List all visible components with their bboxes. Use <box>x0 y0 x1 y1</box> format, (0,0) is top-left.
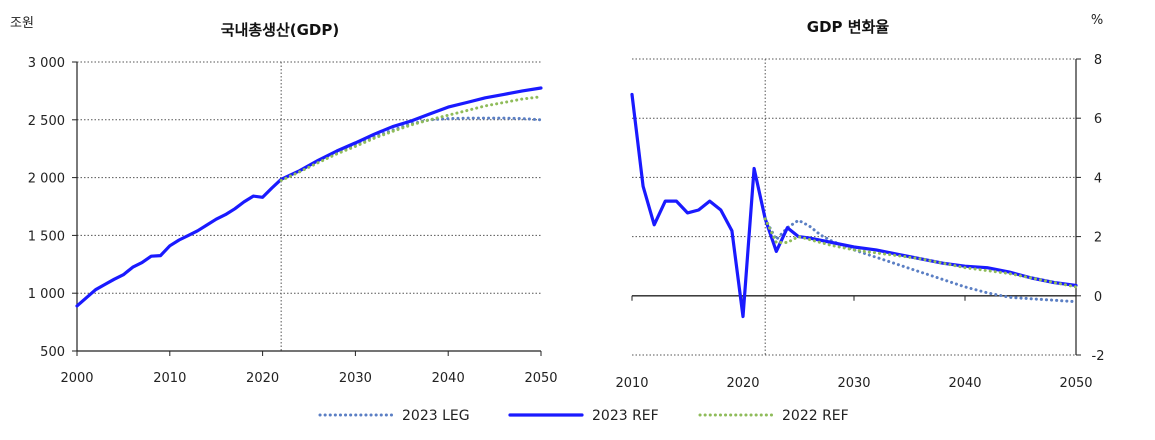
series-line-2023-leg <box>763 217 1078 304</box>
y-tick-label: 1 000 <box>28 287 65 302</box>
x-tick-label: 2030 <box>837 376 870 391</box>
series-line-2023-ref <box>75 86 543 308</box>
legend-label-2022-ref: 2022 REF <box>782 408 849 424</box>
legend-label-2023-ref: 2023 REF <box>592 408 659 424</box>
chart-title: GDP 변화율 <box>807 18 890 36</box>
series-line-2022-ref <box>279 95 543 182</box>
x-tick-label: 2030 <box>339 371 372 386</box>
x-tick-label: 2040 <box>432 371 465 386</box>
chart-gdp-growth: GDP 변화율 % -2 0 2 4 6 8 2010 2020 2030 2040 2050 <box>615 13 1104 391</box>
unit-label: 조원 <box>10 16 34 31</box>
series-line-2023-leg <box>279 116 543 181</box>
x-tick-label: 2050 <box>524 371 557 386</box>
y-tick-label: 6 <box>1094 112 1102 127</box>
y-tick-label: 2 500 <box>28 114 65 129</box>
x-tick-label: 2040 <box>948 376 981 391</box>
series-line-2023-ref <box>630 92 1078 319</box>
y-tick-label: -2 <box>1092 349 1105 364</box>
y-tick-label: 8 <box>1094 53 1102 68</box>
chart-gdp-level: 국내총생산(GDP) 조원 500 1 000 1 500 2 000 2 500 3 000… <box>10 16 558 386</box>
x-tick-label: 2010 <box>615 376 648 391</box>
unit-label: % <box>1091 13 1103 28</box>
y-tick-label: 0 <box>1094 290 1102 305</box>
y-tick-label: 500 <box>40 345 65 360</box>
y-tick-label: 2 000 <box>28 172 65 187</box>
chart-legend: 2023 LEG 2023 REF 2022 REF <box>318 408 849 424</box>
y-tick-label: 3 000 <box>28 56 65 71</box>
x-tick-label: 2010 <box>153 371 186 386</box>
y-tick-label: 2 <box>1094 231 1102 246</box>
x-tick-label: 2050 <box>1059 376 1092 391</box>
legend-label-2023-leg: 2023 LEG <box>402 408 470 424</box>
x-tick-label: 2020 <box>726 376 759 391</box>
chart-title: 국내총생산(GDP) <box>221 21 339 39</box>
y-tick-label: 1 500 <box>28 229 65 244</box>
series-line-2022-ref <box>763 217 1078 289</box>
x-tick-label: 2020 <box>246 371 279 386</box>
y-tick-label: 4 <box>1094 171 1102 186</box>
x-tick-label: 2000 <box>60 371 93 386</box>
